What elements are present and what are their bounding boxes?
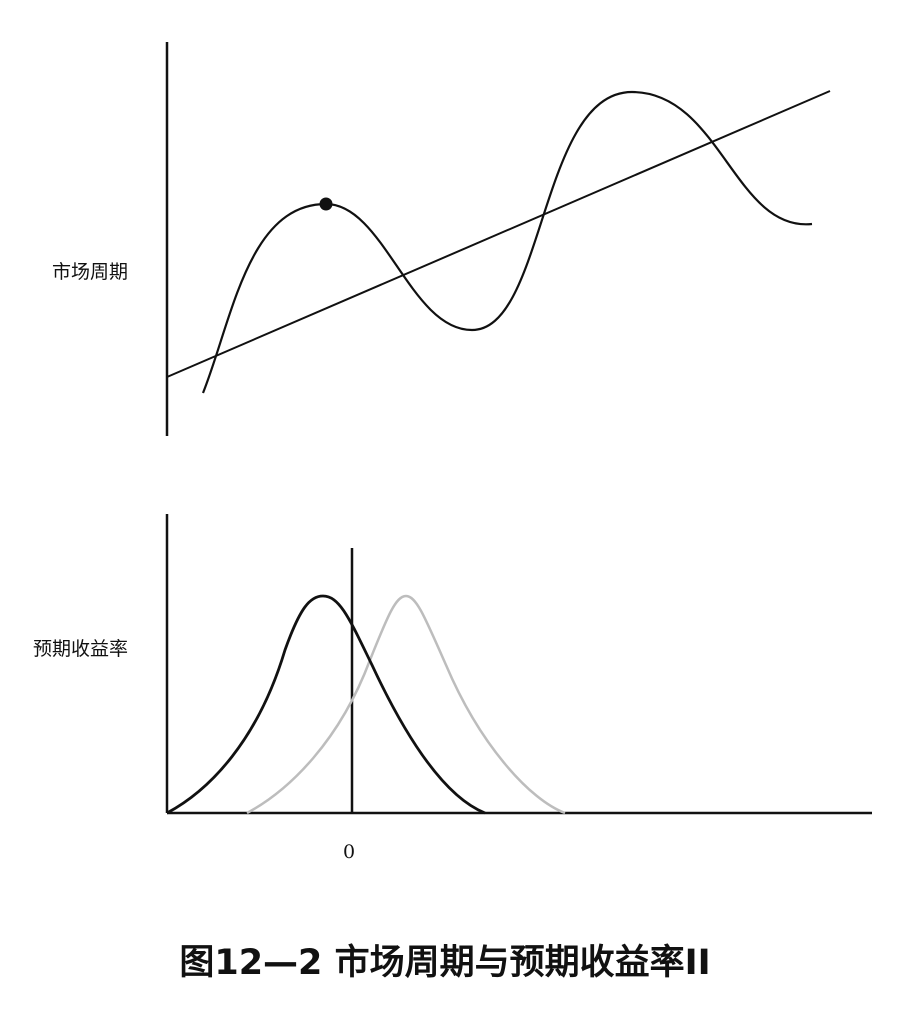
- bottom-y-axis-label: 预期收益率: [33, 638, 128, 660]
- top-y-axis-label: 市场周期: [52, 261, 128, 283]
- figure-caption: 图12—2 市场周期与预期收益率II: [179, 943, 710, 983]
- trend-line: [166, 90, 831, 378]
- shifted-return-distribution: [246, 594, 566, 815]
- expected-return-panel: 预期收益率 0: [33, 514, 872, 863]
- market-cycle-panel: 市场周期: [52, 42, 831, 436]
- current-return-distribution: [166, 594, 486, 815]
- cycle-curve: [201, 90, 813, 394]
- cycle-peak-marker: [319, 197, 333, 211]
- x-tick-zero: 0: [343, 841, 355, 863]
